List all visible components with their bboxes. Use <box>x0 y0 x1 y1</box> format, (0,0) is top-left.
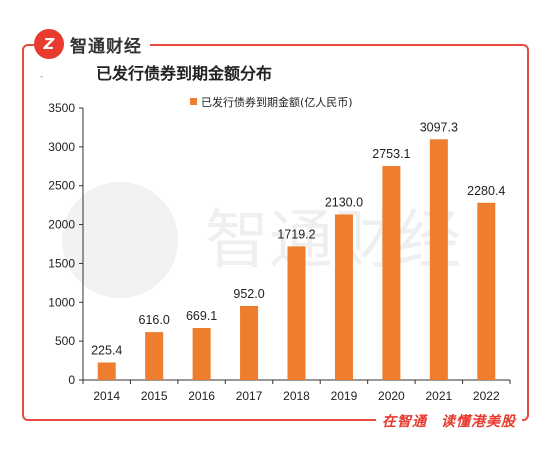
x-tick-label-2022: 2022 <box>473 389 500 403</box>
data-label-2022: 2280.4 <box>467 184 505 198</box>
bars <box>97 139 496 380</box>
y-tick-label-0: 0 <box>68 373 75 387</box>
watermark-logo-icon <box>62 182 178 298</box>
x-tick-label-2015: 2015 <box>141 389 168 403</box>
data-label-2014: 225.4 <box>91 343 122 357</box>
bar-2020 <box>382 166 401 380</box>
footer-slogan: 在智通 读懂港美股 <box>376 408 522 434</box>
y-tick-label-6: 3000 <box>48 140 75 154</box>
data-label-2021: 3097.3 <box>420 120 458 134</box>
x-tick-label-2016: 2016 <box>188 389 215 403</box>
brand-logo: Z 智通财经 <box>34 27 150 61</box>
bar-2018 <box>287 246 306 380</box>
x-tick-label-2014: 2014 <box>93 389 120 403</box>
data-label-2019: 2130.0 <box>325 195 363 209</box>
bar-2019 <box>334 214 353 380</box>
bar-2021 <box>429 139 448 380</box>
bar-2015 <box>145 332 164 380</box>
bar-2017 <box>240 306 259 380</box>
x-axis-ticks: 2014 2015 2016 2017 2018 2019 2020 2021 2022 <box>82 380 511 403</box>
data-label-2016: 669.1 <box>186 309 217 323</box>
y-axis-ticks: 0 500 1000 1500 2000 2500 3000 3500 <box>48 101 83 387</box>
bar-2022 <box>477 202 496 380</box>
footer-slogan-left: 在智通 <box>382 414 427 430</box>
brand-logo-icon: Z <box>34 29 64 59</box>
data-label-2020: 2753.1 <box>372 147 410 161</box>
bar-2014 <box>97 362 116 380</box>
chart-title: 已发行债券到期金额分布 <box>96 64 273 83</box>
data-label-2018: 1719.2 <box>277 227 315 241</box>
corner-mark: - <box>40 72 44 82</box>
x-tick-label-2021: 2021 <box>425 389 452 403</box>
y-tick-label-4: 2000 <box>48 218 75 232</box>
bar-2016 <box>192 328 211 380</box>
legend: 已发行债券到期金额(亿人民币) <box>190 95 353 109</box>
legend-swatch <box>190 98 197 105</box>
x-tick-label-2018: 2018 <box>283 389 310 403</box>
x-tick-label-2017: 2017 <box>236 389 263 403</box>
data-labels: 225.4 616.0 669.1 952.0 1719.2 2130.0 2753.1 30… <box>91 120 505 357</box>
footer-slogan-right: 读懂港美股 <box>441 414 516 430</box>
watermark-text: 智通财经 <box>205 204 461 278</box>
x-tick-label-2020: 2020 <box>378 389 405 403</box>
brand-name: 智通财经 <box>70 36 142 57</box>
y-tick-label-5: 2500 <box>48 179 75 193</box>
card-frame <box>22 44 529 421</box>
data-label-2017: 952.0 <box>233 287 264 301</box>
y-tick-label-1: 500 <box>55 334 75 348</box>
data-label-2015: 616.0 <box>139 313 170 327</box>
y-tick-label-3: 1500 <box>48 256 75 270</box>
brand-logo-letter: Z <box>43 35 55 53</box>
y-tick-label-2: 1000 <box>48 295 75 309</box>
watermark: 智通财经 <box>62 182 461 298</box>
legend-label: 已发行债券到期金额(亿人民币) <box>201 95 353 109</box>
x-tick-label-2019: 2019 <box>331 389 358 403</box>
y-tick-label-7: 3500 <box>48 101 75 115</box>
